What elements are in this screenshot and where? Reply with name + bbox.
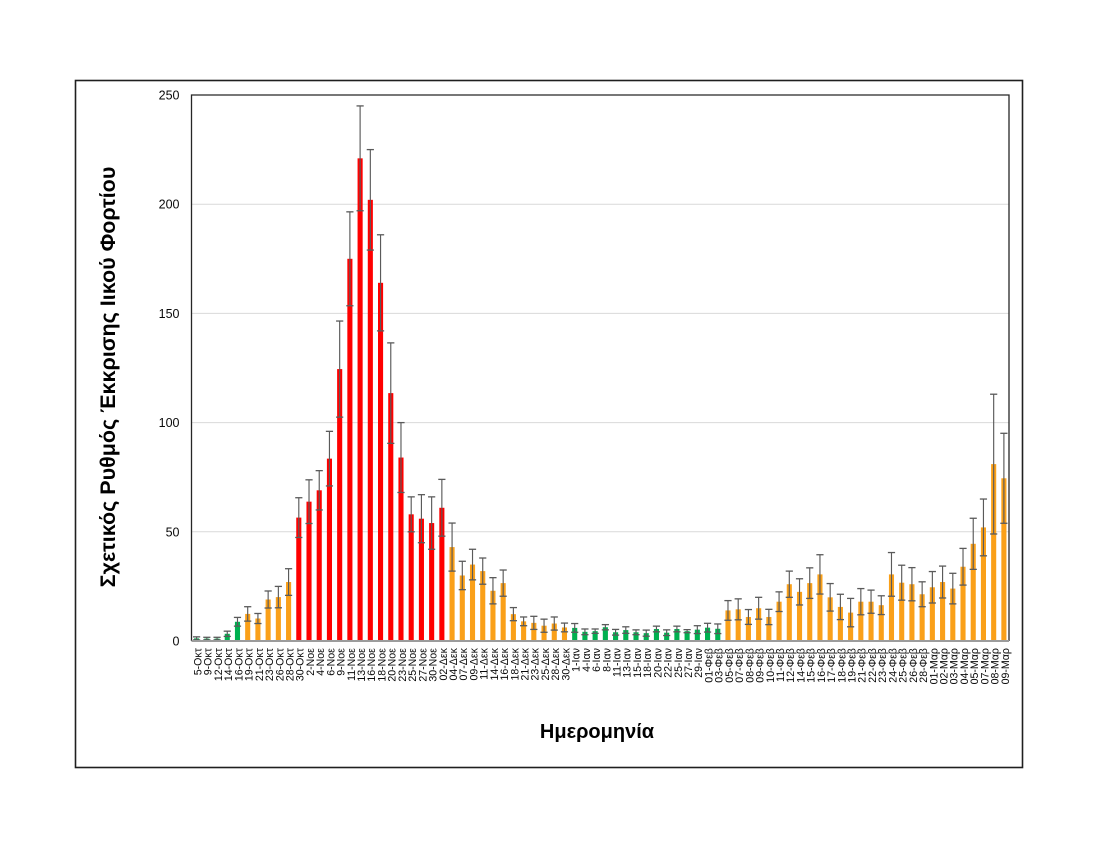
svg-text:2-Νοε: 2-Νοε <box>305 648 317 676</box>
svg-text:03-Φεβ: 03-Φεβ <box>714 648 726 683</box>
svg-text:20-Νοε: 20-Νοε <box>387 648 399 682</box>
svg-text:23-Οκτ: 23-Οκτ <box>264 647 276 681</box>
svg-text:50: 50 <box>166 525 180 539</box>
svg-text:04-Δεκ: 04-Δεκ <box>448 647 460 680</box>
svg-text:25-Φεβ: 25-Φεβ <box>898 648 910 683</box>
svg-text:250: 250 <box>159 89 180 103</box>
svg-text:16-Νοε: 16-Νοε <box>366 648 378 682</box>
svg-text:26-Οκτ: 26-Οκτ <box>274 647 286 681</box>
svg-text:05-Φεβ: 05-Φεβ <box>724 648 736 683</box>
svg-text:25-Νοε: 25-Νοε <box>407 648 419 682</box>
svg-text:16-Φεβ: 16-Φεβ <box>816 648 828 683</box>
svg-text:17-Φεβ: 17-Φεβ <box>826 648 838 683</box>
svg-text:23-Φεβ: 23-Φεβ <box>877 648 889 683</box>
svg-text:10-Φεβ: 10-Φεβ <box>765 648 777 683</box>
svg-text:Ημερομηνία: Ημερομηνία <box>540 721 655 743</box>
svg-text:18-Φεβ: 18-Φεβ <box>836 648 848 683</box>
svg-text:14-Δεκ: 14-Δεκ <box>489 647 501 680</box>
svg-text:01-Μαρ: 01-Μαρ <box>928 648 940 684</box>
svg-text:01-Φεβ: 01-Φεβ <box>703 648 715 683</box>
svg-text:02-Δεκ: 02-Δεκ <box>438 647 450 680</box>
svg-text:0: 0 <box>173 635 180 649</box>
svg-text:25-Ιαν: 25-Ιαν <box>673 648 685 678</box>
svg-text:04-Μαρ: 04-Μαρ <box>959 648 971 684</box>
svg-text:11-Ιαν: 11-Ιαν <box>611 648 623 677</box>
svg-text:11-Φεβ: 11-Φεβ <box>775 648 787 682</box>
svg-text:11-Δεκ: 11-Δεκ <box>479 647 491 679</box>
svg-text:150: 150 <box>159 307 180 321</box>
svg-text:28-Δεκ: 28-Δεκ <box>550 647 562 680</box>
svg-text:08-Φεβ: 08-Φεβ <box>744 648 756 683</box>
svg-text:23-Δεκ: 23-Δεκ <box>530 647 542 680</box>
svg-text:14-Φεβ: 14-Φεβ <box>795 648 807 683</box>
svg-text:15-Φεβ: 15-Φεβ <box>806 648 818 683</box>
svg-text:23-Νοε: 23-Νοε <box>397 648 409 682</box>
svg-text:26-Φεβ: 26-Φεβ <box>908 648 920 683</box>
svg-text:14-Οκτ: 14-Οκτ <box>223 647 235 681</box>
svg-text:18-Δεκ: 18-Δεκ <box>509 647 521 680</box>
svg-text:200: 200 <box>159 198 180 212</box>
svg-text:21-Οκτ: 21-Οκτ <box>254 647 266 681</box>
svg-text:Σχετικός Ρυθμός Έκκρισης Ιικού: Σχετικός Ρυθμός Έκκρισης Ιικού Φορτίου <box>96 167 120 588</box>
svg-text:27-Ιαν: 27-Ιαν <box>683 648 695 678</box>
svg-text:16-Δεκ: 16-Δεκ <box>499 647 511 680</box>
svg-text:13-Νοε: 13-Νοε <box>356 648 368 682</box>
svg-text:100: 100 <box>159 416 180 430</box>
svg-text:28-Φεβ: 28-Φεβ <box>918 648 930 683</box>
svg-text:22-Ιαν: 22-Ιαν <box>663 648 675 678</box>
svg-text:21-Δεκ: 21-Δεκ <box>520 647 532 680</box>
svg-text:30-Δεκ: 30-Δεκ <box>560 647 572 680</box>
svg-text:18-Νοε: 18-Νοε <box>376 648 388 682</box>
svg-text:22-Φεβ: 22-Φεβ <box>867 648 879 683</box>
svg-text:30-Οκτ: 30-Οκτ <box>295 647 307 681</box>
svg-text:07-Δεκ: 07-Δεκ <box>458 647 470 680</box>
svg-text:4-Νοε: 4-Νοε <box>315 648 327 676</box>
svg-text:9-Οκτ: 9-Οκτ <box>203 647 215 675</box>
svg-text:5-Οκτ: 5-Οκτ <box>193 647 205 675</box>
svg-text:29-Ιαν: 29-Ιαν <box>693 648 705 678</box>
svg-text:15-Ιαν: 15-Ιαν <box>632 648 644 678</box>
svg-text:09-Δεκ: 09-Δεκ <box>468 647 480 680</box>
svg-text:4-Ιαν: 4-Ιαν <box>581 648 593 672</box>
svg-text:16-Οκτ: 16-Οκτ <box>233 647 245 681</box>
svg-text:13-Ιαν: 13-Ιαν <box>622 648 634 678</box>
svg-text:09-Φεβ: 09-Φεβ <box>755 648 767 683</box>
svg-text:18-Ιαν: 18-Ιαν <box>642 648 654 678</box>
svg-text:6-Ιαν: 6-Ιαν <box>591 648 603 672</box>
svg-text:02-Μαρ: 02-Μαρ <box>938 648 950 684</box>
svg-text:12-Οκτ: 12-Οκτ <box>213 647 225 681</box>
svg-text:05-Μαρ: 05-Μαρ <box>969 648 981 684</box>
svg-text:30-Νοε: 30-Νοε <box>428 648 440 682</box>
svg-text:07-Μαρ: 07-Μαρ <box>979 648 991 684</box>
svg-text:24-Φεβ: 24-Φεβ <box>887 648 899 683</box>
svg-text:21-Φεβ: 21-Φεβ <box>857 648 869 683</box>
svg-text:8-Ιαν: 8-Ιαν <box>601 648 613 672</box>
svg-text:09-Μαρ: 09-Μαρ <box>1000 648 1012 684</box>
svg-text:1-Ιαν: 1-Ιαν <box>571 648 583 672</box>
svg-text:6-Νοε: 6-Νοε <box>325 648 337 676</box>
svg-text:07-Φεβ: 07-Φεβ <box>734 648 746 683</box>
svg-text:19-Οκτ: 19-Οκτ <box>244 647 256 681</box>
svg-text:19-Φεβ: 19-Φεβ <box>847 648 859 683</box>
svg-text:28-Οκτ: 28-Οκτ <box>284 647 296 681</box>
svg-text:12-Φεβ: 12-Φεβ <box>785 648 797 683</box>
svg-text:25-Δεκ: 25-Δεκ <box>540 647 552 680</box>
svg-text:9-Νοε: 9-Νοε <box>336 648 348 676</box>
svg-text:27-Νοε: 27-Νοε <box>417 648 429 682</box>
svg-text:03-Μαρ: 03-Μαρ <box>949 648 961 684</box>
svg-text:08-Μαρ: 08-Μαρ <box>990 648 1002 684</box>
svg-text:11-Νοε: 11-Νοε <box>346 648 358 681</box>
svg-text:20-Ιαν: 20-Ιαν <box>652 648 664 678</box>
